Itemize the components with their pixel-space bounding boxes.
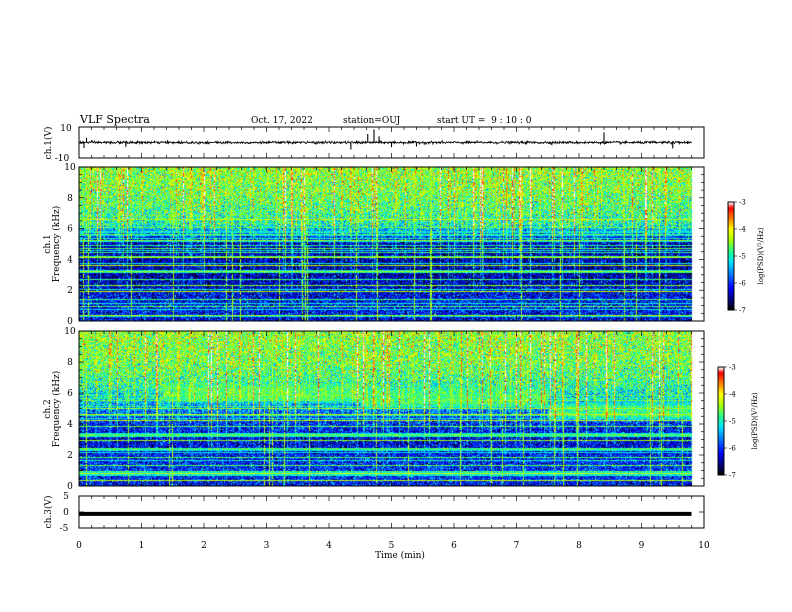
- ch1-waveform-line: [78, 139, 692, 146]
- ch1-waveform-panel: 10 -10 ch.1(V): [43, 124, 705, 164]
- ch1-colorbar-tick-label: -6: [739, 280, 746, 288]
- ch2-spectrogram-ytick-label: 6: [67, 389, 73, 399]
- x-tick-label: 9: [639, 541, 645, 551]
- ch1-ytick-bottom: -10: [55, 154, 70, 164]
- ch1-spectrogram-ytick-label: 10: [64, 163, 76, 173]
- figure-title: VLF Spectra: [79, 113, 150, 126]
- ch1-channel-label: ch.1: [43, 234, 53, 253]
- ch2-frequency-ylabel: Frequency (kHz): [51, 371, 62, 448]
- x-tick-label: 5: [389, 541, 395, 551]
- ch1-frequency-ylabel: Frequency (kHz): [51, 206, 62, 283]
- ch2-colorbar-tick-label: -5: [729, 418, 736, 426]
- ch1-colorbar: [728, 202, 734, 310]
- ch2-spectrogram-ytick-label: 8: [67, 358, 73, 368]
- ch3-waveform-ylabel: ch.3(V): [43, 496, 54, 529]
- ch2-colorbar-tick-label: -4: [729, 391, 736, 399]
- ch2-spectrogram-ytick-label: 10: [64, 327, 76, 337]
- ch2-spectrogram-ytick-label: 4: [67, 420, 73, 430]
- x-axis-label: Time (min): [375, 550, 425, 561]
- x-tick-label: 8: [576, 541, 582, 551]
- ch2-colorbar-tick-label: -7: [729, 472, 736, 480]
- ch1-colorbar-tick-label: -4: [739, 226, 746, 234]
- ch1-spectrogram-ytick-label: 4: [67, 255, 73, 265]
- ch2-channel-label: ch.2: [43, 399, 53, 418]
- ch1-colorbar-label: log(PSD)(V²/Hz): [757, 227, 765, 284]
- ch2-colorbar-label: log(PSD)(V²/Hz): [751, 392, 759, 449]
- ch3-ytick-top: 5: [63, 492, 69, 502]
- station-label: station=OUJ: [343, 116, 401, 126]
- ch2-spectrogram-image: [79, 331, 704, 486]
- ch1-waveform-ylabel: ch.1(V): [43, 127, 54, 160]
- ch2-spectrogram-frame: [78, 330, 705, 487]
- ch3-ytick-bottom: -5: [60, 524, 69, 534]
- ch2-colorbar-tick-label: -3: [729, 364, 736, 372]
- ch1-colorbar-tick-label: -7: [739, 307, 746, 315]
- ch3-waveform-panel: 5 0 -5 ch.3(V): [43, 492, 705, 534]
- start-time-label: start UT = 9 : 10 : 0: [437, 116, 532, 126]
- ch2-colorbar: [718, 367, 724, 475]
- x-tick-label: 2: [201, 541, 207, 551]
- ch1-spectrogram-image: [79, 167, 704, 321]
- ch2-spectrogram-ytick-label: 0: [67, 482, 73, 492]
- ch1-spectrogram-frame: [78, 166, 705, 322]
- ch1-waveform-frame: [78, 126, 705, 159]
- ch2-spectrogram-ytick-label: 2: [67, 451, 73, 461]
- x-tick-label: 6: [451, 541, 457, 551]
- ch1-colorbar-tick-label: -3: [739, 199, 746, 207]
- x-tick-label: 3: [264, 541, 270, 551]
- x-tick-label: 4: [326, 541, 332, 551]
- ch3-waveform-frame: [78, 495, 705, 529]
- ch1-ytick-top: 10: [60, 124, 72, 134]
- x-tick-label: 7: [514, 541, 520, 551]
- ch1-spectrogram-ytick-label: 8: [67, 194, 73, 204]
- ch1-spectrogram-ytick-label: 2: [67, 286, 73, 296]
- ch1-spectrogram-ytick-label: 0: [67, 317, 73, 327]
- x-tick-label: 10: [698, 541, 710, 551]
- ch2-colorbar-tick-label: -6: [729, 445, 736, 453]
- x-tick-label: 1: [139, 541, 145, 551]
- ch3-ytick-mid: 0: [63, 508, 69, 518]
- x-axis-tick-labels: 0 1 2 3 4 5 6 7 8 9 10: [76, 541, 710, 551]
- x-tick-label: 0: [76, 541, 82, 551]
- date-label: Oct. 17, 2022: [251, 116, 313, 126]
- ch1-spectrogram-ytick-label: 6: [67, 225, 73, 235]
- ch1-colorbar-tick-label: -5: [739, 253, 746, 261]
